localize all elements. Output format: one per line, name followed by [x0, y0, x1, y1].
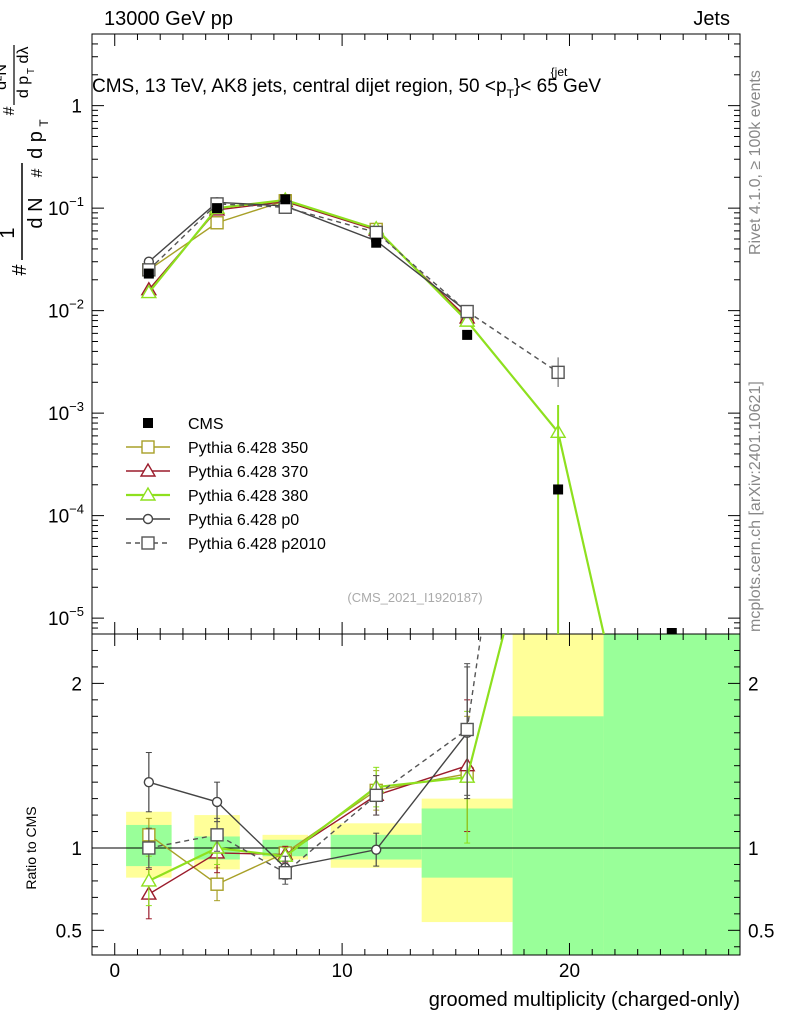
y-label-part: d p — [25, 131, 47, 159]
ratio-line-p2010 — [148, 634, 482, 874]
y-label-part: # — [29, 168, 46, 177]
y-label-part: T — [26, 68, 37, 74]
ratio-y-tick-label: 0.5 — [56, 921, 82, 942]
main-y-tick-label: 10−5 — [48, 604, 84, 630]
ratio-point-p2010 — [369, 788, 383, 803]
ratio-point-p2010 — [142, 841, 156, 855]
legend-marker-p380 — [139, 486, 157, 501]
y-label-part: # — [9, 264, 31, 276]
header-left: 13000 GeV pp — [104, 8, 233, 30]
chart-title: CMS, 13 TeV, AK8 jets, central dijet reg… — [92, 76, 601, 101]
ratio-point-p0 — [143, 776, 155, 788]
cms-point — [462, 329, 473, 340]
legend-marker-p0 — [142, 513, 154, 525]
main-y-tick-label: 10−2 — [48, 297, 84, 323]
cms-point — [280, 194, 291, 205]
legend-label-p350: Pythia 6.428 350 — [188, 440, 308, 457]
legend: CMS Pythia 6.428 350 Pythia 6.428 370 Pythi… — [126, 416, 326, 553]
series-point-p380 — [458, 312, 476, 327]
ratio-y-tick-label-right: 0.5 — [748, 921, 774, 942]
y-label-part: d²N — [0, 64, 10, 90]
y-label-part: d p — [15, 76, 32, 98]
cms-point — [553, 484, 564, 495]
series-point-p2010 — [460, 304, 474, 319]
series-point-p350 — [210, 216, 224, 230]
ratio-plot-frame — [91, 633, 741, 956]
main-y-tick-label: 10−4 — [48, 502, 84, 528]
ratio-point-p350 — [210, 877, 224, 891]
legend-marker-p370 — [139, 462, 157, 477]
y-label-part: dλ — [15, 47, 32, 64]
series-line-p0 — [148, 201, 468, 313]
legend-marker-p2010 — [141, 536, 155, 550]
series-point-p380 — [140, 284, 158, 299]
x-tick-label: 0 — [109, 961, 120, 982]
x-axis-label: groomed multiplicity (charged-only) — [429, 989, 740, 1011]
rivet-version-label: Rivet 4.1.0, ≥ 100k events — [747, 70, 764, 255]
cms-point — [212, 203, 223, 214]
ratio-y-tick-label: 1 — [71, 839, 82, 860]
series-point-p2010 — [369, 225, 383, 240]
ratio-point-p0 — [211, 796, 223, 808]
ratio-point-p0 — [371, 844, 382, 855]
cms-point — [143, 268, 154, 279]
y-label-part: d N — [25, 197, 47, 228]
legend-marker-p350 — [141, 440, 155, 454]
header-right: Jets — [693, 8, 730, 30]
legend-label-p380: Pythia 6.428 380 — [188, 488, 308, 505]
legend-label-cms: CMS — [188, 416, 224, 433]
ratio-point-p380 — [140, 872, 158, 887]
legend-label-p2010: Pythia 6.428 p2010 — [188, 536, 326, 553]
y-label-part: # — [1, 106, 18, 115]
band-green-6 — [603, 634, 740, 955]
analysis-id: (CMS_2021_I1920187) — [347, 590, 482, 605]
y-label-part: 1 — [0, 227, 19, 238]
series-line-p370 — [148, 200, 468, 319]
main-series-layer — [140, 191, 677, 634]
ratio-y-tick-label: 2 — [71, 674, 82, 695]
legend-marker-cms — [143, 418, 153, 428]
band-green-5 — [512, 716, 604, 955]
cms-point — [371, 237, 382, 248]
ratio-point-p2010 — [210, 828, 224, 842]
x-tick-label: 10 — [332, 961, 353, 982]
ratio-y-axis-label: Ratio to CMS — [23, 806, 39, 889]
ratio-y-tick-label-right: 1 — [748, 839, 759, 860]
mcplots-label: mcplots.cern.ch [arXiv:2401.10621] — [747, 381, 764, 632]
main-y-tick-label: 10−1 — [48, 194, 84, 220]
ratio-point-p2010 — [460, 722, 474, 737]
series-line-p350 — [148, 200, 468, 320]
x-tick-label: 20 — [559, 961, 580, 982]
chart-title-superscript: {jet — [551, 65, 568, 79]
ratio-line-p380 — [148, 634, 505, 882]
main-y-tick-label: 1 — [71, 97, 82, 118]
series-line-p2010 — [148, 203, 559, 373]
ratio-point-p2010 — [278, 865, 292, 880]
ratio-bands — [126, 634, 740, 955]
ratio-series-layer — [140, 634, 505, 920]
ratio-y-tick-label-right: 2 — [748, 674, 759, 695]
y-label-part: T — [37, 119, 51, 127]
legend-label-p370: Pythia 6.428 370 — [188, 464, 308, 481]
main-y-axis-label: #1 d N # d p T # d²N d p Tdλ — [0, 45, 51, 276]
cms-point — [666, 628, 677, 634]
legend-label-p0: Pythia 6.428 p0 — [188, 512, 299, 529]
main-y-tick-label: 10−3 — [48, 399, 84, 425]
